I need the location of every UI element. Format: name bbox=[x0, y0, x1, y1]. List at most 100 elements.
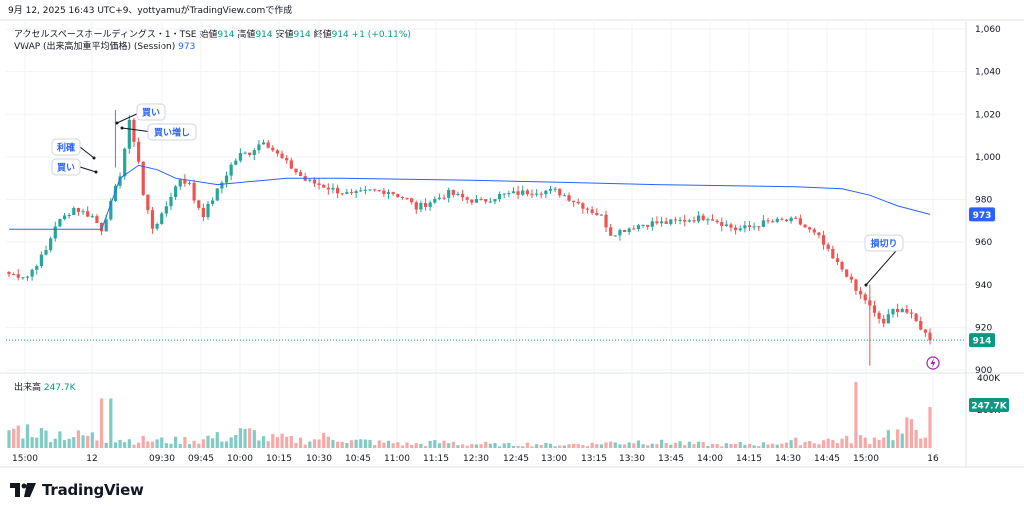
candle bbox=[835, 253, 840, 265]
volume-bar bbox=[331, 440, 335, 448]
volume-bar bbox=[373, 445, 377, 448]
volume-bar bbox=[322, 432, 326, 448]
volume-bar bbox=[775, 444, 779, 448]
candle bbox=[456, 191, 460, 197]
candle bbox=[826, 242, 830, 252]
candle bbox=[701, 213, 705, 222]
candle-body bbox=[914, 313, 918, 322]
volume-value: 247.7K bbox=[43, 383, 76, 393]
volume-bar bbox=[572, 443, 576, 448]
candle-body bbox=[349, 192, 354, 194]
annotation-callout: 買い bbox=[51, 158, 98, 176]
volume-bar bbox=[553, 446, 557, 448]
candle-body bbox=[845, 269, 849, 277]
volume-bar bbox=[442, 440, 446, 448]
candle bbox=[840, 260, 844, 273]
price-tick-label: 1,000 bbox=[975, 153, 1001, 163]
volume-bar bbox=[67, 438, 71, 448]
candle-body bbox=[636, 225, 641, 229]
candle-body bbox=[817, 232, 821, 236]
volume-bar bbox=[595, 444, 599, 448]
lightning-event-icon[interactable] bbox=[926, 356, 940, 370]
candle bbox=[821, 230, 826, 250]
candle-body bbox=[127, 119, 131, 149]
candle-body bbox=[669, 219, 673, 224]
open-value: 914 bbox=[217, 30, 235, 40]
volume-bar bbox=[835, 443, 840, 448]
time-tick-label: 09:45 bbox=[188, 454, 214, 464]
volume-bar bbox=[400, 445, 404, 448]
volume-bar bbox=[548, 443, 553, 448]
candle bbox=[192, 179, 196, 204]
candle bbox=[729, 222, 733, 232]
volume-legend[interactable]: 出来高 247.7K bbox=[14, 380, 76, 393]
candle-body bbox=[234, 160, 238, 165]
candle bbox=[423, 198, 428, 211]
candle bbox=[396, 193, 400, 198]
last-price-tag: 914 bbox=[969, 333, 995, 348]
volume-bar bbox=[248, 428, 252, 448]
vwap-legend[interactable]: VWAP (出来高加重平均価格) (Session) 973 bbox=[14, 39, 195, 52]
volume-label: 出来高 bbox=[14, 383, 42, 393]
candle bbox=[428, 200, 432, 211]
candle bbox=[442, 194, 446, 201]
candle bbox=[562, 193, 566, 197]
volume-bar bbox=[410, 445, 414, 448]
change-value: +1 (+0.11%) bbox=[351, 30, 411, 40]
candle-body bbox=[419, 202, 423, 210]
volume-bar bbox=[340, 441, 344, 448]
candle-body bbox=[599, 214, 604, 216]
candle bbox=[664, 217, 668, 225]
candle bbox=[581, 202, 585, 214]
volume-bar bbox=[35, 437, 39, 448]
candle-body bbox=[900, 309, 904, 313]
candle bbox=[238, 148, 243, 163]
candle-body bbox=[664, 221, 668, 224]
volume-bar bbox=[858, 435, 863, 448]
tradingview-logo[interactable]: TradingView bbox=[10, 481, 144, 499]
candle bbox=[474, 195, 479, 203]
volume-bar bbox=[201, 439, 205, 448]
candle-body bbox=[340, 193, 344, 195]
volume-bar bbox=[451, 441, 455, 448]
candle-body bbox=[261, 142, 266, 145]
candle bbox=[909, 309, 914, 319]
symbol-name[interactable]: アクセルスペースホールディングス・1・TSE bbox=[14, 30, 197, 40]
volume-bar bbox=[62, 440, 67, 448]
time-tick-label: 13:00 bbox=[541, 454, 567, 464]
candle bbox=[609, 223, 613, 236]
volume-bar bbox=[447, 443, 451, 448]
candle-body bbox=[377, 190, 381, 192]
candle bbox=[715, 219, 719, 224]
vwap-label: VWAP (出来高加重平均価格) (Session) bbox=[14, 42, 176, 52]
volume-bar bbox=[359, 439, 363, 448]
volume-bar bbox=[229, 437, 233, 448]
candle-body bbox=[146, 194, 150, 211]
volume-bar bbox=[252, 430, 256, 448]
candle bbox=[382, 187, 386, 197]
time-tick-label: 12:30 bbox=[463, 454, 489, 464]
volume-bar bbox=[150, 441, 155, 448]
candle bbox=[391, 191, 395, 196]
volume-bar bbox=[558, 445, 562, 448]
volume-bar bbox=[169, 443, 173, 448]
time-tick-label: 15:00 bbox=[12, 454, 38, 464]
candle bbox=[373, 188, 377, 192]
annotation-callout: 利確 bbox=[51, 138, 96, 160]
candle-body bbox=[747, 225, 752, 228]
candle bbox=[553, 186, 557, 193]
volume-bar bbox=[590, 442, 594, 448]
candle bbox=[419, 200, 423, 213]
candle bbox=[81, 208, 85, 215]
volume-bar bbox=[502, 443, 506, 448]
close-value: 914 bbox=[331, 30, 349, 40]
low-label: 安値 bbox=[275, 30, 294, 40]
candle bbox=[39, 251, 43, 269]
candle-body bbox=[243, 152, 247, 154]
candle bbox=[687, 219, 691, 223]
candle bbox=[150, 206, 155, 234]
candle-body bbox=[882, 318, 886, 324]
candle-body bbox=[706, 219, 710, 221]
time-tick-label: 10:45 bbox=[345, 454, 371, 464]
